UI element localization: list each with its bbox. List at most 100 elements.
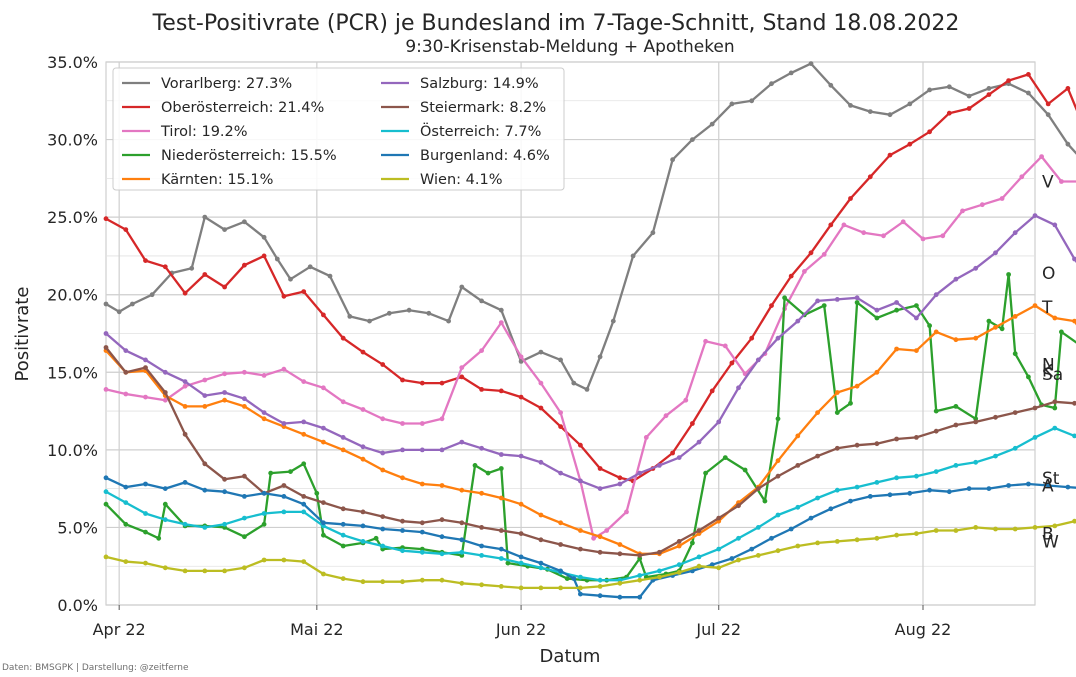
data-point [156,535,162,541]
data-point [479,543,484,549]
data-point [446,318,451,324]
data-point [340,506,346,512]
data-point [663,413,669,419]
data-point [821,303,827,308]
data-point [202,393,208,398]
data-point [914,531,919,536]
data-point [703,470,708,476]
data-point [360,349,366,355]
x-axis-label: Datum [540,646,601,667]
data-point [558,542,563,547]
end-label: O [1042,264,1055,284]
legend-entry: Burgenland: 4.6% [420,148,550,164]
data-point [558,520,563,526]
x-tick-label: Apr 22 [93,620,146,639]
data-point [643,435,649,440]
data-point [1052,425,1058,431]
data-point [927,323,932,329]
data-point [788,526,794,532]
data-point [828,506,834,512]
data-point [815,540,820,546]
data-point [670,450,675,456]
data-point [1019,174,1025,180]
data-point [281,421,287,426]
data-point [202,568,208,574]
data-point [867,174,873,180]
data-point [690,137,695,143]
legend-entry: Kärnten: 15.1% [161,172,273,188]
data-point [538,537,544,543]
series-9 [103,518,1076,591]
data-point [518,585,524,591]
data-point [400,475,405,481]
data-point [973,265,979,271]
data-point [189,265,195,271]
data-point [637,577,643,583]
data-point [769,535,774,541]
data-point [657,568,662,574]
data-point [973,525,979,530]
data-point [498,307,504,313]
data-point [1026,481,1031,487]
data-point [479,387,484,392]
data-point [538,565,544,571]
series-line [105,155,1076,540]
data-point [538,560,544,566]
data-point [314,490,320,496]
data-point [222,390,228,395]
data-point [459,487,465,493]
data-point [321,425,326,431]
data-point [834,445,840,451]
data-point [301,559,307,564]
data-point [268,470,274,476]
data-point [103,301,109,307]
data-point [400,377,405,383]
data-point [854,442,860,448]
data-point [498,556,504,561]
data-point [769,81,774,87]
data-point [571,380,577,386]
data-point [242,219,247,225]
data-point [261,416,267,422]
data-point [815,410,820,415]
data-point [103,554,109,560]
data-point [242,369,247,375]
data-point [617,594,623,600]
data-point [340,447,346,453]
data-point [439,447,445,453]
series-0 [103,61,1076,392]
data-point [498,495,504,501]
data-point [182,404,188,409]
data-point [815,495,820,501]
data-point [696,528,702,533]
data-point [321,500,326,505]
data-point [182,379,188,384]
data-point [1026,374,1031,380]
data-point [834,390,840,395]
data-point [558,470,563,476]
data-point [261,253,267,259]
data-point [986,86,992,91]
data-point [1032,213,1038,219]
y-tick-label: 35.0% [47,53,98,72]
data-point [578,574,583,580]
data-point [624,509,629,515]
data-point [459,365,465,370]
data-point [1032,303,1038,308]
data-point [222,489,228,495]
data-point [874,315,880,321]
series-4 [103,303,1076,557]
data-point [953,463,959,468]
data-point [1045,112,1051,118]
data-point [281,483,287,488]
data-point [999,326,1005,332]
data-point [1065,141,1071,147]
data-point [597,466,603,471]
data-point [307,264,313,270]
data-point [795,433,801,439]
data-point [1012,351,1018,357]
data-point [894,346,899,352]
data-point [775,512,781,518]
data-point [400,447,405,453]
end-label: St [1042,469,1060,489]
